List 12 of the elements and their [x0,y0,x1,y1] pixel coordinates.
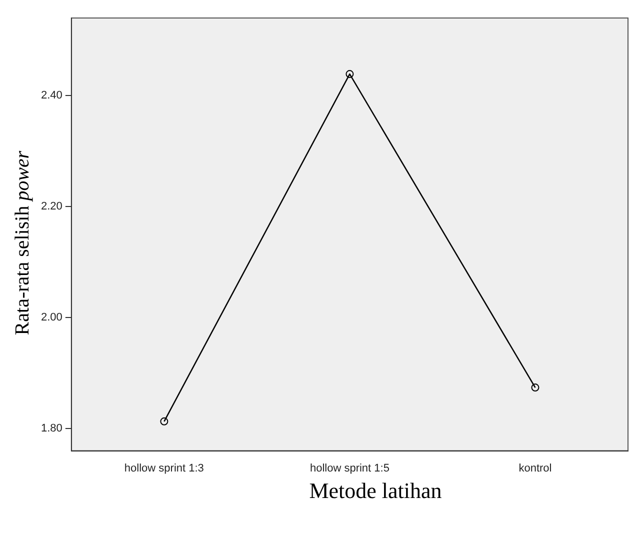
y-tick-label: 2.00 [40,312,62,324]
y-tick-label: 1.80 [40,422,62,435]
point [531,384,540,392]
point [160,417,168,426]
x-tick-label: kontrol [518,462,552,474]
x-axis-title: Metode latihan [308,478,443,504]
y-tick-label: 2.40 [40,90,62,102]
point [346,70,354,78]
y-axis-title: Rata-rata selisih power [12,150,34,336]
x-tick-label: hollow sprint 1:3 [124,462,204,474]
y-tick-label: 2.20 [40,200,62,213]
x-tick-label: hollow sprint 1:5 [310,462,390,474]
